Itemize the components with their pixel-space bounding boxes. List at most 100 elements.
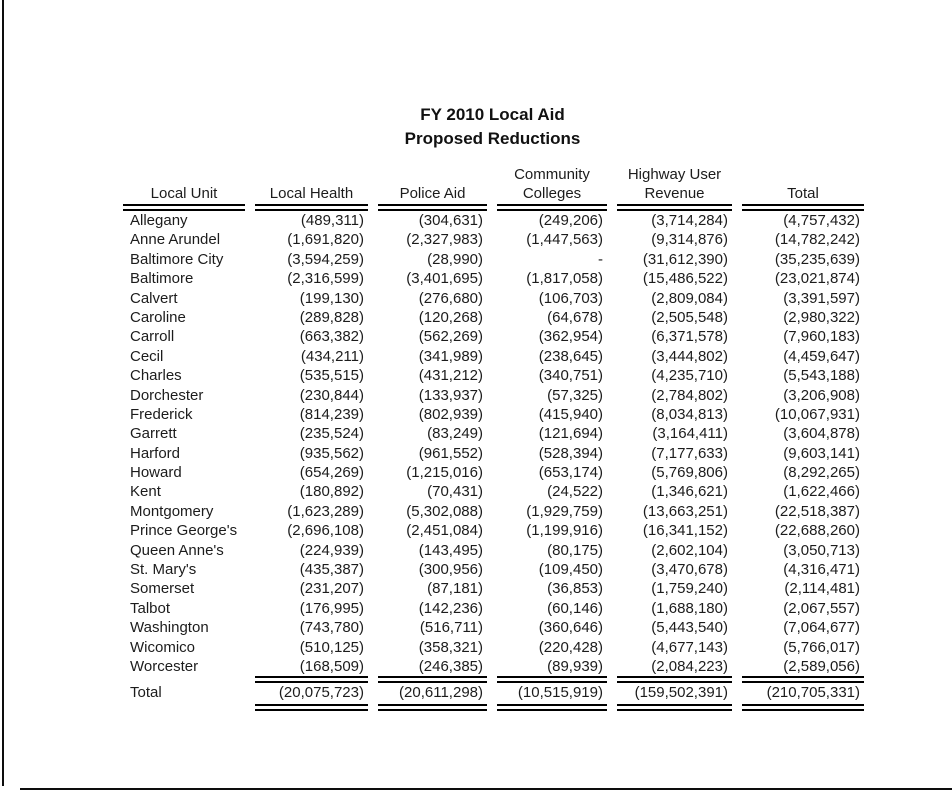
row-value: (1,817,058): [526, 270, 603, 288]
row-value: (176,995): [299, 599, 364, 617]
row-unit: Frederick: [130, 405, 193, 423]
row-value: (133,937): [418, 386, 483, 404]
row-value: (180,892): [299, 483, 364, 501]
pre-total-spacer: [123, 678, 245, 681]
row-value: (1,691,820): [287, 231, 364, 249]
row-value: (1,622,466): [783, 483, 860, 501]
row-value: (106,703): [538, 289, 603, 307]
row-value: (224,939): [299, 541, 364, 559]
row-value: (2,505,548): [651, 308, 728, 326]
row-value: (802,939): [418, 405, 483, 423]
row-value: (1,346,621): [651, 483, 728, 501]
row-value: (3,604,878): [783, 425, 860, 443]
row-value: (2,602,104): [651, 541, 728, 559]
row-unit: St. Mary's: [130, 561, 197, 579]
row-value: (304,631): [418, 212, 483, 229]
row-value: (8,292,265): [783, 464, 860, 482]
row-value: (276,680): [418, 289, 483, 307]
row-value: (231,207): [299, 580, 364, 598]
report-title-line1: FY 2010 Local Aid: [420, 105, 565, 124]
row-value: (121,694): [538, 425, 603, 443]
row-value: (516,711): [419, 619, 483, 637]
row-value: (3,050,713): [783, 541, 860, 559]
row-value: (2,809,084): [651, 289, 728, 307]
row-unit: Howard: [130, 464, 182, 482]
row-unit: Garrett: [130, 425, 177, 443]
row-value: (8,034,813): [651, 405, 728, 423]
row-value: (3,594,259): [287, 250, 364, 268]
row-unit: Montgomery: [130, 502, 214, 520]
row-unit: Wicomico: [130, 638, 196, 656]
row-value: (814,239): [299, 405, 364, 423]
total-row-value: (210,705,331): [742, 683, 864, 712]
row-value: (168,509): [255, 657, 368, 679]
row-value: (341,989): [418, 347, 483, 365]
row-value: (9,603,141): [783, 444, 860, 462]
row-value: (4,757,432): [783, 212, 860, 229]
row-value: (535,515): [299, 367, 364, 385]
row-value: (663,382): [299, 328, 364, 346]
row-value: (2,589,056): [742, 657, 864, 679]
row-value: (3,401,695): [406, 270, 483, 288]
scan-bottom-edge-line: [20, 788, 952, 790]
row-unit: Worcester: [130, 657, 199, 675]
row-unit: Allegany: [130, 212, 188, 229]
row-value: (238,645): [538, 347, 603, 365]
row-value: (2,784,802): [651, 386, 728, 404]
row-unit: Prince George's: [130, 522, 238, 540]
row-value: (743,780): [299, 619, 364, 637]
row-value: (2,114,481): [784, 580, 860, 598]
pre-total-rule-0: [255, 678, 368, 684]
row-value: (1,929,759): [526, 502, 603, 520]
pre-total-rule-2: [497, 678, 607, 684]
row-value: (60,146): [547, 599, 603, 617]
row-value: (249,206): [538, 212, 603, 229]
row-value: (64,678): [547, 308, 603, 326]
column-header-top-3: Community: [514, 166, 590, 183]
row-unit: Carroll: [130, 328, 175, 346]
row-value: (23,021,874): [774, 270, 860, 288]
row-value: (435,387): [299, 561, 364, 579]
row-unit: Cecil: [130, 347, 164, 365]
column-header-1: Local Health: [255, 184, 368, 206]
row-value: (80,175): [547, 541, 603, 559]
row-value: (3,391,597): [783, 289, 860, 307]
pre-total-rule-4: [742, 678, 864, 684]
row-value: (143,495): [418, 541, 483, 559]
column-header-4: Revenue: [617, 184, 732, 206]
row-value: (4,235,710): [651, 367, 728, 385]
row-unit: Queen Anne's: [130, 541, 224, 559]
total-row-value: (159,502,391): [617, 683, 732, 712]
row-value: (7,177,633): [651, 444, 728, 462]
row-value: (15,486,522): [642, 270, 728, 288]
row-value: (120,268): [418, 308, 483, 326]
row-value: (431,212): [418, 367, 483, 385]
row-value: (3,470,678): [651, 561, 728, 579]
row-value: (4,459,647): [783, 347, 860, 365]
pre-total-rule-1: [378, 678, 487, 684]
row-value: (300,956): [418, 561, 483, 579]
row-value: (10,067,931): [774, 405, 860, 423]
row-value: (1,199,916): [526, 522, 603, 540]
column-header-2: Police Aid: [378, 184, 487, 206]
row-value: (289,828): [299, 308, 364, 326]
row-unit: Caroline: [130, 308, 186, 326]
row-value: (235,524): [299, 425, 364, 443]
row-value: (7,064,677): [783, 619, 860, 637]
row-value: (2,980,322): [783, 308, 860, 326]
header-rule-0: [123, 206, 245, 211]
row-value: (935,562): [299, 444, 364, 462]
row-value: (22,518,387): [774, 502, 860, 520]
row-value: (2,067,557): [783, 599, 860, 617]
row-value: (2,696,108): [287, 522, 364, 540]
pre-total-rule-3: [617, 678, 732, 684]
row-value: (24,522): [547, 483, 603, 501]
total-row-value: (20,611,298): [378, 683, 487, 712]
row-value: (220,428): [538, 638, 603, 656]
row-value: (358,321): [418, 638, 483, 656]
row-value: (489,311): [300, 212, 364, 229]
row-value: (1,623,289): [287, 502, 364, 520]
total-row-value: (10,515,919): [497, 683, 607, 712]
row-value: (3,206,908): [783, 386, 860, 404]
local-aid-table: Community Highway User Local Unit Local Hea…: [123, 165, 864, 712]
